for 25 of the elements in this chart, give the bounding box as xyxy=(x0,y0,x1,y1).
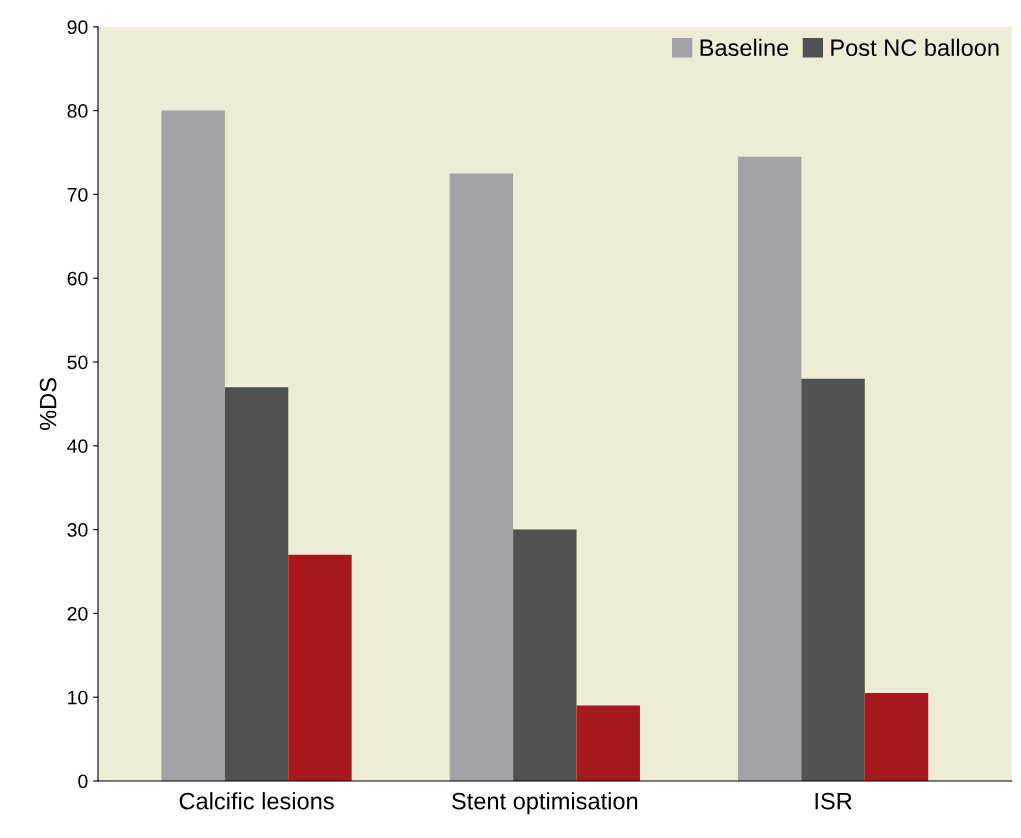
x-tick-label: ISR xyxy=(815,792,852,810)
legend-label: Baseline xyxy=(700,38,789,57)
bar xyxy=(737,156,802,782)
bar xyxy=(449,173,514,782)
y-tick-label: 50 xyxy=(67,355,88,370)
y-tick-label: 60 xyxy=(67,271,88,286)
x-tick-label: Stent optimisation xyxy=(452,792,638,815)
bar xyxy=(513,529,577,782)
y-axis-title: %DS xyxy=(39,378,57,430)
bar xyxy=(801,378,865,782)
y-tick-label: 10 xyxy=(68,690,88,705)
y-tick-label: 30 xyxy=(67,523,88,537)
legend-label: Post NC balloon xyxy=(831,38,999,57)
y-tick-label: 40 xyxy=(67,439,88,454)
y-tick-label: 80 xyxy=(67,104,88,118)
bar xyxy=(864,693,929,782)
bar xyxy=(288,554,352,782)
y-tick-label: 70 xyxy=(67,187,88,202)
x-tick-label: Calcific lesions xyxy=(179,792,334,810)
y-tick-label: 20 xyxy=(67,606,88,621)
y-tick-label: 0 xyxy=(78,774,88,789)
y-tick-label: 90 xyxy=(67,20,88,35)
bar xyxy=(224,387,289,782)
bar xyxy=(161,110,225,782)
bar xyxy=(576,705,640,782)
